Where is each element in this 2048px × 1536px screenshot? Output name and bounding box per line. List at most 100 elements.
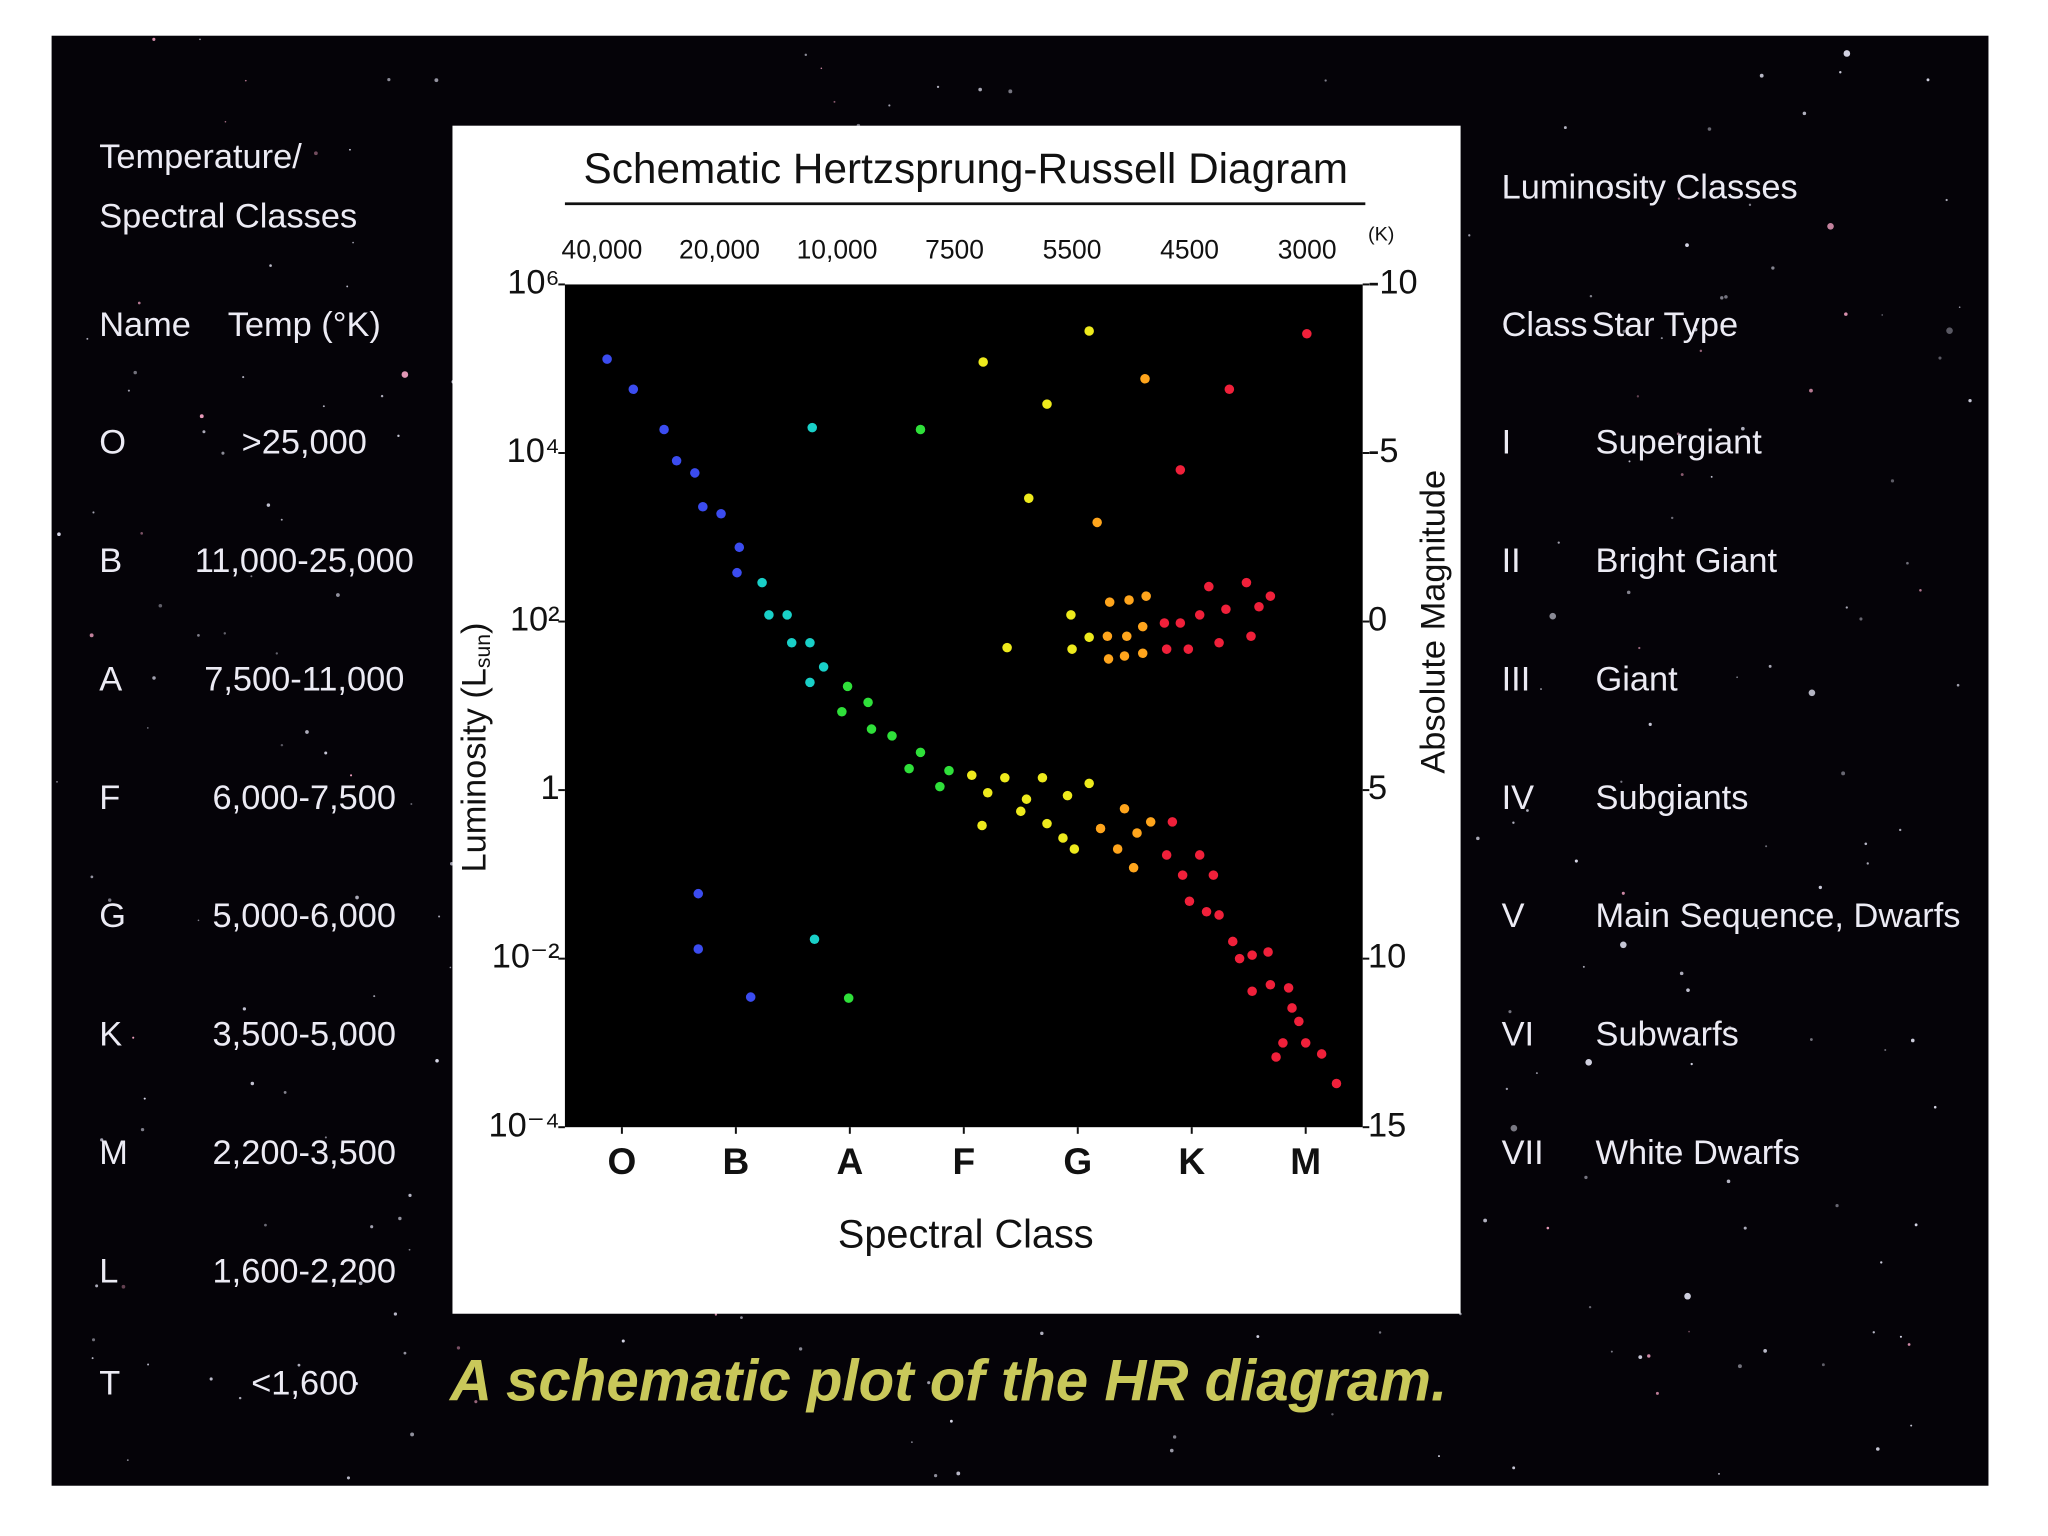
star (224, 120, 227, 123)
star-point (1254, 601, 1264, 612)
star (1438, 1455, 1440, 1458)
star (370, 1225, 374, 1229)
star-point (1294, 1016, 1304, 1027)
star (354, 1382, 358, 1386)
star (1621, 891, 1625, 895)
star (1626, 590, 1631, 595)
star (1620, 941, 1627, 949)
star-point (786, 638, 797, 648)
star-point (1161, 850, 1172, 860)
top-axis-label: 3000 (1278, 234, 1337, 264)
star-point (1302, 328, 1312, 339)
star (1331, 1413, 1334, 1416)
star (449, 966, 452, 969)
star (1956, 683, 1960, 687)
star (1040, 1331, 1044, 1336)
star-point (805, 638, 815, 648)
star (1563, 126, 1567, 130)
star-type: Supergiant (1596, 424, 1763, 462)
star-point (1119, 651, 1130, 661)
star-point (1184, 896, 1195, 906)
star (1468, 234, 1471, 237)
temperature-range: 5,000-6,000 (213, 897, 396, 935)
spectral-class: K (99, 1016, 122, 1054)
star (147, 1363, 150, 1366)
left-title: Spectral Classes (99, 197, 357, 235)
star (1919, 589, 1922, 592)
star (1574, 859, 1578, 863)
star (1881, 314, 1884, 316)
star-point (1141, 591, 1151, 601)
star-point (1128, 862, 1139, 873)
star (209, 1377, 213, 1381)
star (1835, 1204, 1839, 1208)
temperature-range: 11,000-25,000 (195, 542, 414, 580)
star (1890, 479, 1895, 483)
left-header: Name (99, 306, 191, 344)
star (1707, 127, 1712, 131)
star (934, 1474, 938, 1478)
star-point (745, 992, 756, 1002)
star-type: White Dwarfs (1596, 1134, 1800, 1172)
star (798, 1347, 803, 1351)
star-point (1283, 983, 1294, 993)
star-point (1271, 1052, 1281, 1062)
star (1728, 1025, 1732, 1030)
star-point (1058, 833, 1068, 843)
star (927, 1381, 931, 1385)
star-point (782, 610, 792, 620)
star-point (1316, 1049, 1327, 1059)
star (133, 370, 137, 375)
star-point (1002, 642, 1012, 653)
star (152, 37, 156, 41)
star (1771, 266, 1775, 270)
y2-tick-label: 15 (1368, 1106, 1406, 1144)
star (358, 1281, 363, 1286)
star (714, 1313, 718, 1316)
top-axis-label: 7500 (925, 234, 984, 264)
temperature-range: >25,000 (242, 424, 367, 462)
star-point (1145, 817, 1156, 827)
star (1508, 1010, 1512, 1014)
star (91, 1338, 96, 1342)
star (1872, 1331, 1875, 1334)
star (1759, 73, 1764, 78)
star (322, 405, 325, 408)
star (266, 503, 271, 507)
star (1880, 1261, 1883, 1264)
star (1866, 862, 1869, 865)
star (1914, 1223, 1918, 1227)
star-point (1167, 817, 1178, 827)
luminosity-class: IV (1502, 779, 1535, 817)
star (140, 532, 143, 535)
star-point (1247, 950, 1257, 960)
star (978, 87, 982, 92)
star (297, 1363, 301, 1367)
luminosity-class: VI (1502, 1016, 1534, 1054)
star (1648, 722, 1652, 727)
star (1726, 1179, 1731, 1184)
star-point (1084, 778, 1094, 789)
star-point (944, 765, 954, 776)
star (90, 875, 94, 879)
spectral-class: F (99, 779, 120, 817)
y-tick-label: 10² (510, 601, 560, 639)
star (842, 1397, 844, 1400)
star (387, 78, 391, 82)
caption: A schematic plot of the HR diagram. (448, 1349, 1447, 1414)
star (346, 1476, 350, 1480)
star (349, 148, 351, 151)
star (269, 264, 272, 267)
star (936, 85, 940, 89)
star (264, 1223, 267, 1227)
star (1926, 78, 1930, 82)
star (1938, 356, 1942, 360)
star-point (935, 781, 945, 792)
star-point (842, 681, 853, 692)
luminosity-class: V (1502, 897, 1525, 935)
star-point (866, 724, 877, 734)
star (1670, 516, 1674, 520)
star (1736, 676, 1738, 679)
star-point (1037, 773, 1048, 783)
star-point (1287, 1003, 1297, 1013)
